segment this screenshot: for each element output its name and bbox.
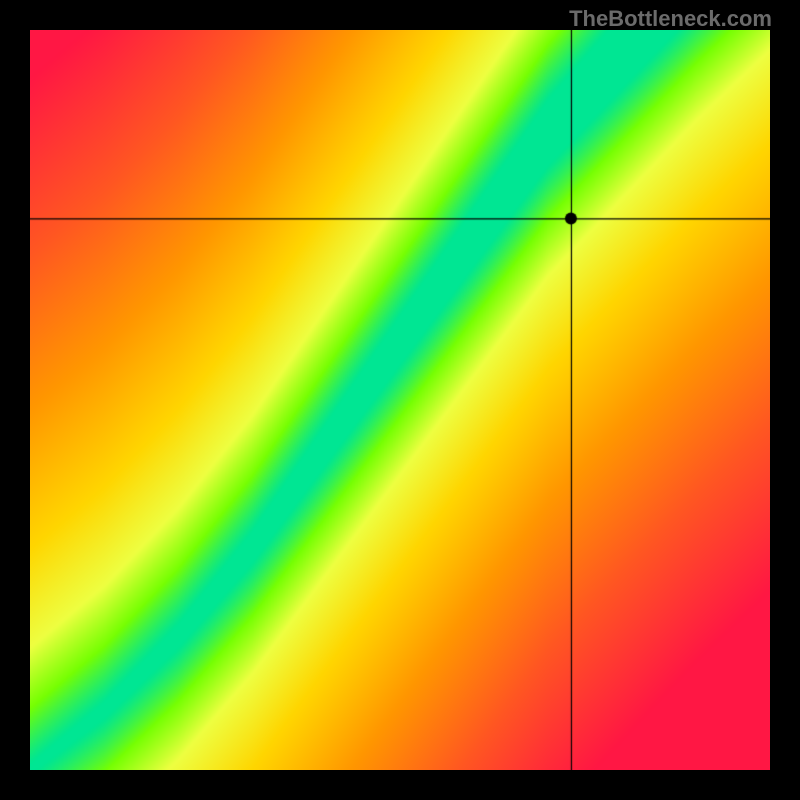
bottleneck-heatmap: [30, 30, 770, 770]
watermark-text: TheBottleneck.com: [569, 6, 772, 32]
chart-container: TheBottleneck.com: [0, 0, 800, 800]
